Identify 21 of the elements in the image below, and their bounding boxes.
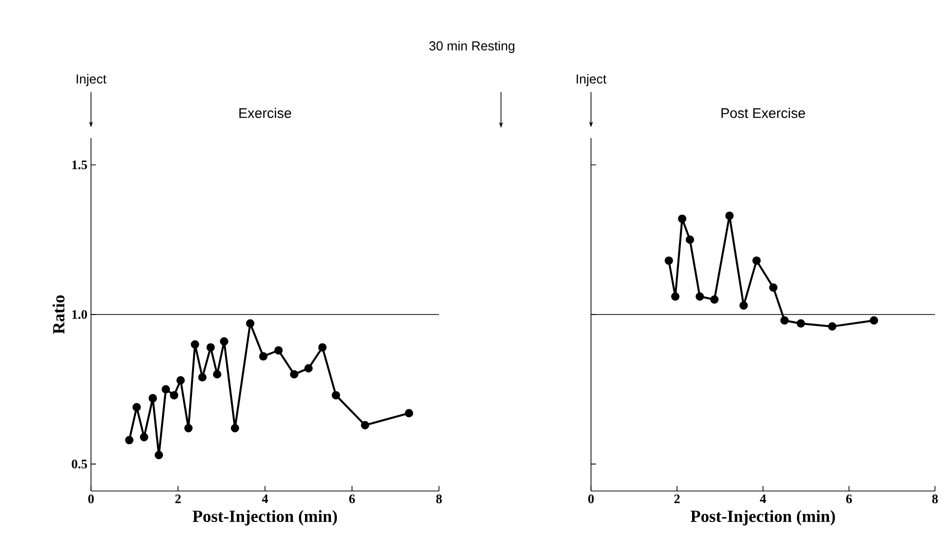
x-tick-label: 2 [674,494,680,504]
y-tick-label: 0.5 [72,460,88,468]
x-tick-label: 8 [932,494,938,504]
chart-subtitle: Post Exercise [722,108,806,118]
x-axis-title: Post-Injection (min) [192,510,337,526]
text: Inject [576,74,606,86]
x-tick-label: 0 [88,494,94,504]
x-tick-label: 4 [760,494,766,504]
y-tick-label: 1.0 [72,310,87,319]
text: Inject [76,74,106,86]
x-tick-label: 6 [846,494,852,504]
y-axis-title: Ratio [52,295,64,334]
x-axis-title: Post-Injection (min) [690,510,835,526]
x-tick-label: 8 [436,494,442,504]
x-tick-label: 4 [262,494,268,504]
x-tick-label: 0 [588,494,594,504]
chart-subtitle: Exercise [239,108,292,118]
x-tick-label: 2 [175,494,181,504]
text: 30 min Resting [429,40,514,54]
y-tick-label: 1.5 [72,160,88,170]
x-tick-label: 6 [349,494,355,504]
